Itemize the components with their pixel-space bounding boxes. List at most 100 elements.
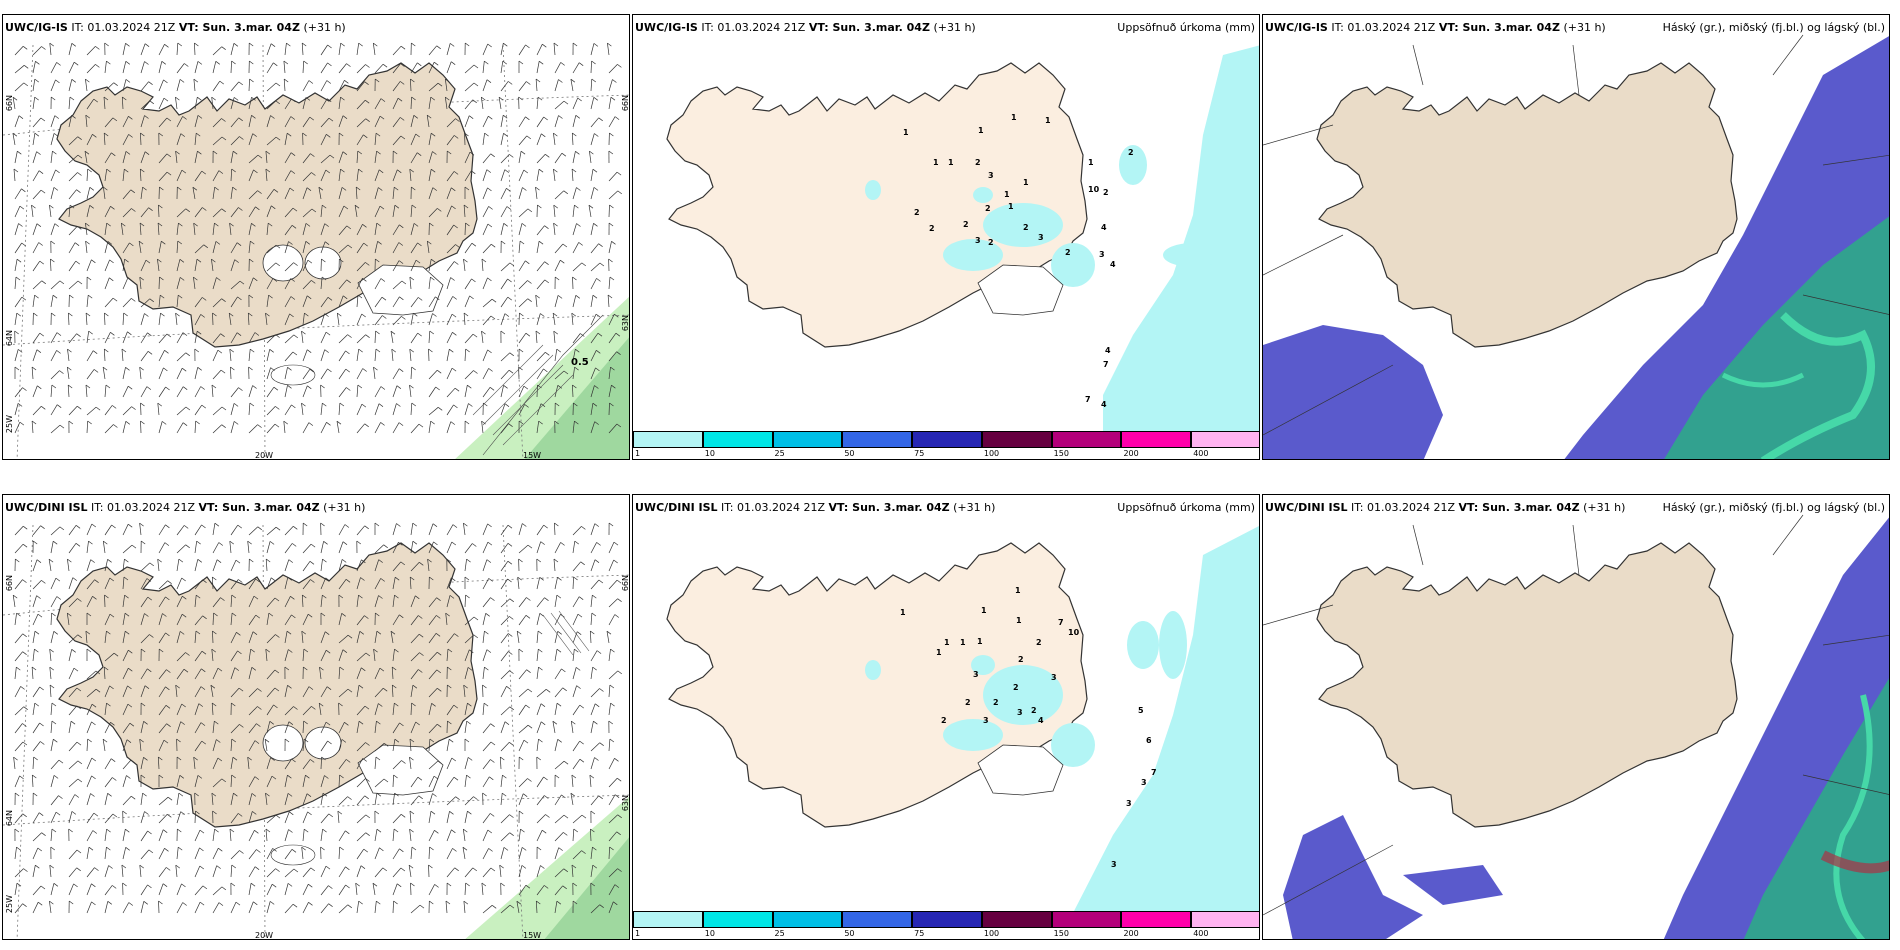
wind-barb-feather [178, 558, 184, 563]
wind-barb-feather [364, 423, 369, 428]
wind-barb [32, 902, 39, 914]
wind-barb-feather [166, 171, 172, 176]
wind-barb [572, 367, 575, 380]
wind-barb [320, 756, 322, 770]
wind-barb [426, 241, 430, 254]
wind-barb [194, 740, 203, 752]
wind-barb-feather [571, 774, 577, 779]
wind-barb-feather [305, 97, 311, 101]
wind-barb [536, 577, 541, 590]
wind-barb [338, 796, 348, 806]
wind-barb [336, 421, 340, 434]
wind-barb-feather [34, 702, 40, 707]
wind-barb [14, 276, 17, 290]
wind-barb-feather [275, 334, 280, 338]
wind-barb [248, 115, 252, 128]
wind-barb-feather [561, 794, 566, 799]
wind-barb [410, 795, 419, 806]
wind-barb [372, 43, 376, 56]
wind-barb [158, 796, 169, 806]
wind-barb [356, 705, 366, 716]
wind-barb-feather [86, 648, 92, 653]
wind-barb-feather [180, 721, 185, 725]
wind-barb [374, 595, 379, 608]
wind-barb [356, 81, 365, 92]
wind-barb-feather [131, 298, 136, 302]
wind-barb [284, 649, 289, 662]
wind-barb-feather [229, 222, 234, 227]
wind-barb-feather [121, 222, 126, 227]
wind-barb-feather [59, 526, 65, 531]
wind-barb [122, 151, 127, 164]
wind-barb-feather [561, 668, 566, 673]
wind-barb-feather [164, 350, 169, 354]
wind-barb [104, 577, 111, 590]
wind-barb-feather [248, 312, 253, 317]
wind-barb [338, 279, 347, 290]
wind-barb [392, 117, 401, 128]
wind-barb [284, 225, 293, 236]
wind-barb-feather [307, 613, 313, 618]
wind-barb [122, 759, 132, 770]
wind-barb-feather [16, 612, 21, 617]
wind-barb [122, 576, 125, 590]
wind-barb-feather [251, 667, 257, 671]
wind-barb-feather [557, 385, 563, 389]
wind-barb [68, 634, 79, 644]
wind-barb-feather [125, 367, 130, 371]
wind-barb-feather [502, 774, 507, 779]
wind-barb [338, 759, 347, 770]
wind-barb [482, 61, 485, 74]
wind-barb-feather [463, 204, 469, 209]
wind-barb [590, 742, 600, 752]
wind-barb-feather [599, 742, 604, 746]
wind-barb-feather [328, 903, 333, 907]
wind-barb [32, 349, 38, 362]
wind-barb-feather [325, 721, 331, 726]
wind-barb-feather [451, 367, 457, 372]
wind-barb-feather [275, 244, 281, 249]
wind-barb-feather [252, 133, 257, 137]
wind-barb-feather [382, 867, 388, 872]
wind-barb-feather [365, 262, 370, 266]
wind-barb-feather [182, 116, 187, 120]
wind-barb-feather [373, 648, 378, 653]
wind-barb [68, 598, 78, 608]
wind-barb [356, 814, 367, 824]
wind-barb-feather [14, 792, 20, 797]
wind-barb [374, 151, 377, 164]
wind-barb-feather [454, 633, 459, 637]
wind-barb [266, 100, 277, 110]
wind-barb [302, 648, 305, 662]
wind-barb-feather [598, 117, 603, 122]
wind-barb-feather [161, 421, 167, 425]
wind-barb-feather [361, 403, 367, 408]
wind-barb-feather [612, 79, 617, 83]
wind-barb-feather [491, 905, 497, 909]
wind-barb-feather [302, 594, 307, 599]
wind-barb [552, 721, 556, 734]
wind-barb-feather [589, 150, 594, 155]
wind-barb [320, 205, 323, 218]
wind-barb-feather [216, 865, 221, 869]
wind-barb-feather [591, 60, 596, 65]
wind-barb [482, 187, 488, 200]
wind-barb [301, 403, 304, 416]
wind-barb-feather [436, 723, 442, 728]
wind-barb [212, 208, 222, 218]
wind-barb [572, 333, 581, 344]
wind-barb-feather [311, 208, 317, 213]
wind-barb [230, 594, 233, 608]
wind-barb-feather [520, 828, 525, 833]
wind-barb-feather [571, 720, 576, 725]
wind-barb-feather [339, 666, 345, 671]
wind-barb-feather [252, 631, 258, 635]
wind-barb-feather [181, 577, 186, 582]
colorbar-tick-label: 200 [1123, 449, 1139, 458]
wind-barb-feather [594, 421, 599, 425]
wind-barb [50, 187, 55, 200]
wind-barb [517, 577, 520, 590]
precip-value-label: 2 [1031, 706, 1037, 715]
wind-barb [194, 703, 200, 716]
wind-barb-feather [90, 559, 95, 563]
